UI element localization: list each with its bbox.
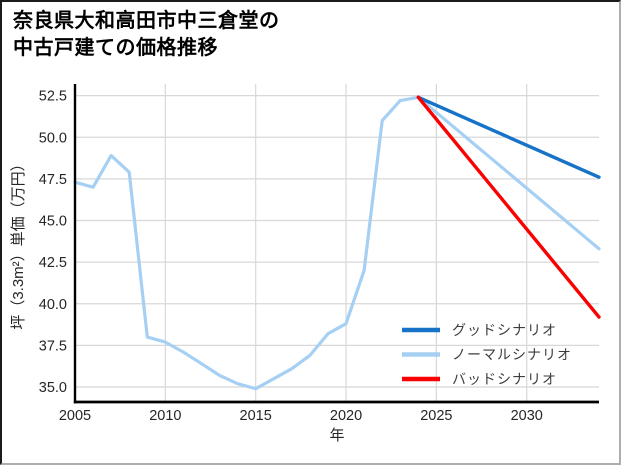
y-axis-label: 坪（3.3m²）単価（万円）: [10, 156, 27, 329]
y-tick-label: 40.0: [39, 297, 67, 313]
legend-label-ノーマルシナリオ: ノーマルシナリオ: [452, 347, 572, 363]
x-tick-label: 2020: [330, 408, 362, 424]
y-tick-label: 37.5: [39, 338, 67, 354]
y-tick-label: 35.0: [39, 380, 67, 396]
series-line-バッドシナリオ: [416, 95, 601, 319]
y-tick-label: 52.5: [39, 89, 67, 105]
x-tick-label: 2010: [149, 408, 181, 424]
chart-title: 奈良県大和高田市中三倉堂の 中古戸建ての価格推移: [13, 8, 280, 62]
legend-label-グッドシナリオ: グッドシナリオ: [452, 322, 557, 338]
y-tick-label: 42.5: [39, 255, 67, 271]
chart-title-line-1: 奈良県大和高田市中三倉堂の: [13, 10, 280, 32]
y-tick-label: 50.0: [39, 130, 67, 146]
x-axis-label: 年: [329, 427, 344, 444]
series-line-グッドシナリオ: [416, 95, 601, 179]
x-tick-label: 2030: [511, 408, 543, 424]
x-tick-label: 2015: [240, 408, 272, 424]
x-tick-label: 2025: [420, 408, 452, 424]
y-tick-label: 45.0: [39, 214, 67, 230]
series-line-ノーマルシナリオ: [73, 95, 601, 391]
chart-title-line-2: 中古戸建ての価格推移: [13, 37, 218, 59]
x-tick-label: 2005: [59, 408, 91, 424]
y-tick-label: 47.5: [39, 172, 67, 188]
legend-label-バッドシナリオ: バッドシナリオ: [452, 371, 557, 387]
